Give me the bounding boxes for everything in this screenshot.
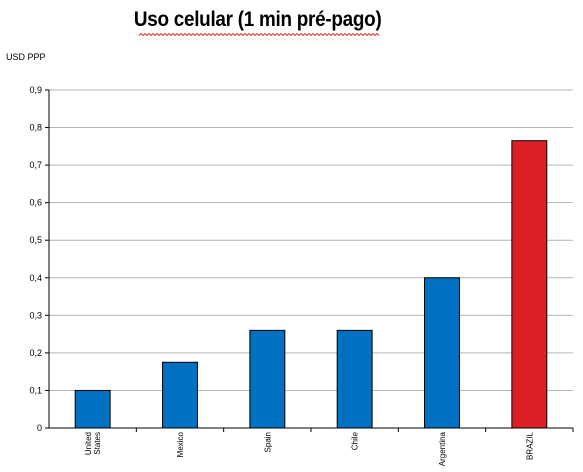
x-category-label-line: Chile (351, 431, 360, 450)
bars (74, 140, 548, 429)
x-category-label-line: Argentina (438, 431, 447, 466)
x-category-label-line: United (84, 432, 93, 455)
bar (336, 329, 373, 429)
y-tick-label: 0,5 (29, 235, 42, 245)
spellcheck-underline (139, 33, 379, 36)
y-tick-label: 0,9 (29, 85, 42, 95)
x-axis-labels: UnitedStates Mexico Spain Chile Argentina BRA… (84, 431, 534, 466)
x-category-label: Spain (263, 432, 272, 452)
y-tick-label: 0,7 (29, 160, 42, 170)
y-axis-unit-label: USD PPP (6, 52, 46, 62)
gridlines (49, 89, 573, 391)
x-category-label-line: Mexico (176, 431, 185, 457)
x-category-label-line: States (93, 432, 102, 455)
x-category-label-line: Spain (263, 432, 272, 452)
y-axis-ticks: 0 0,1 0,2 0,3 0,4 0,5 0,6 0,7 0,8 0,9 (29, 85, 49, 433)
bar (424, 277, 460, 429)
y-tick-label: 0,3 (29, 310, 42, 320)
bar (74, 389, 111, 429)
bar (162, 361, 198, 429)
y-tick-label: 0,6 (29, 198, 42, 208)
x-category-label: UnitedStates (84, 432, 102, 455)
bar (249, 329, 286, 429)
axes (48, 90, 574, 432)
x-category-label-line: BRAZIL (525, 431, 534, 460)
y-tick-label: 0,8 (29, 123, 42, 133)
x-category-label: Mexico (176, 431, 185, 457)
y-tick-label: 0,4 (29, 273, 42, 283)
y-tick-label: 0 (37, 423, 42, 433)
chart-title: Uso celular (1 min pré-pago) (133, 8, 382, 31)
x-category-label: Argentina (438, 431, 447, 466)
x-category-label: BRAZIL (525, 431, 534, 460)
y-tick-label: 0,2 (29, 348, 42, 358)
y-tick-label: 0,1 (29, 385, 42, 395)
x-category-label: Chile (351, 431, 360, 450)
bar (511, 140, 548, 429)
